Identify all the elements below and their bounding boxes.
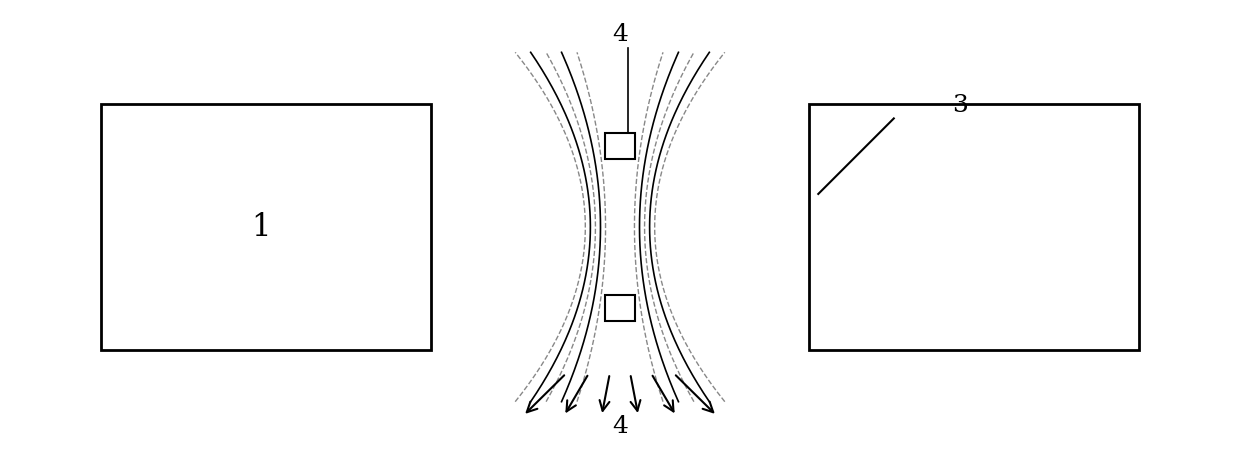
Polygon shape xyxy=(100,105,432,350)
Polygon shape xyxy=(808,105,1140,350)
Bar xyxy=(605,133,635,160)
Bar xyxy=(605,295,635,322)
Text: 4: 4 xyxy=(613,414,627,437)
Text: 1: 1 xyxy=(252,212,272,243)
Text: 3: 3 xyxy=(952,94,968,116)
Text: 4: 4 xyxy=(613,23,627,46)
